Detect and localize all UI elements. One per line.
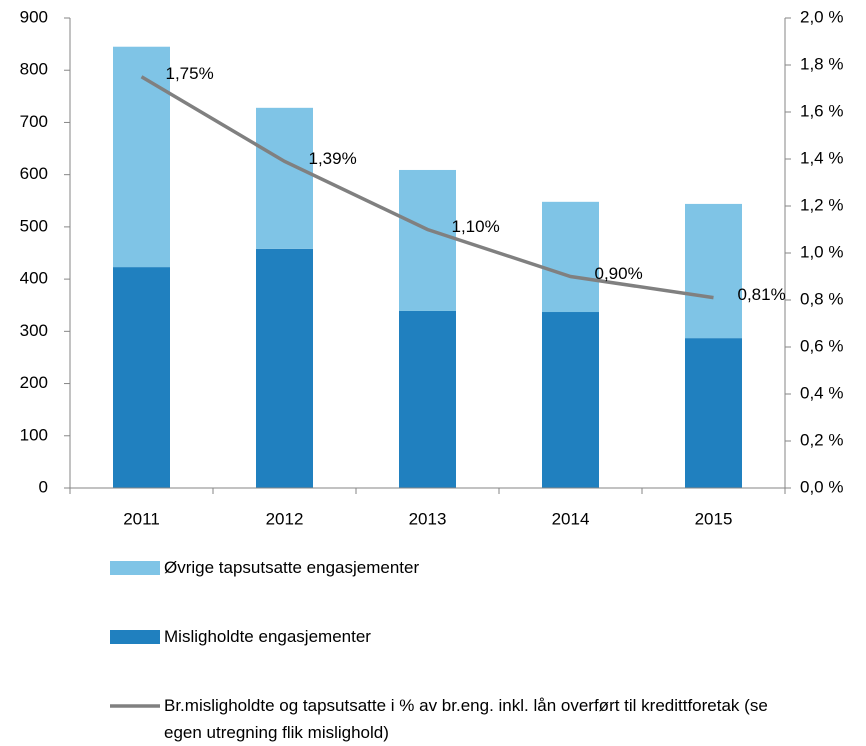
bar [113, 267, 170, 488]
y2-tick-label: 0,4 % [800, 383, 843, 402]
legend-swatch [110, 561, 160, 575]
y-tick-label: 800 [20, 60, 48, 79]
x-tick-label: 2014 [552, 509, 590, 528]
legend-label: Misligholdte engasjementer [164, 627, 371, 646]
legend-label: Br.misligholdte og tapsutsatte i % av br… [164, 696, 768, 742]
bar [113, 46, 170, 268]
legend-item: Br.misligholdte og tapsutsatte i % av br… [164, 696, 768, 742]
data-label: 1,75% [166, 64, 214, 83]
y2-tick-label: 1,4 % [800, 148, 843, 167]
x-tick-label: 2012 [266, 509, 304, 528]
y-tick-label: 100 [20, 425, 48, 444]
x-tick-label: 2013 [409, 509, 447, 528]
y2-tick-label: 1,8 % [800, 54, 843, 73]
data-label: 1,39% [309, 149, 357, 168]
y2-tick-label: 1,2 % [800, 195, 843, 214]
bar [399, 169, 456, 311]
y-tick-label: 200 [20, 373, 48, 392]
legend-label: Øvrige tapsutsatte engasjementer [164, 558, 420, 577]
bar [685, 338, 742, 488]
y2-tick-label: 0,8 % [800, 289, 843, 308]
bar [685, 203, 742, 339]
bar [542, 312, 599, 488]
bar [542, 201, 599, 313]
bar [399, 310, 456, 488]
y2-tick-label: 1,0 % [800, 242, 843, 261]
data-label: 0,81% [738, 285, 786, 304]
x-tick-label: 2015 [695, 509, 733, 528]
y-tick-label: 300 [20, 321, 48, 340]
y2-tick-label: 1,6 % [800, 101, 843, 120]
legend-swatch [110, 630, 160, 644]
line [140, 75, 714, 300]
y-tick-label: 500 [20, 216, 48, 235]
bar [256, 248, 313, 488]
y-tick-label: 900 [20, 7, 48, 26]
x-tick-label: 2011 [123, 509, 160, 528]
data-label: 1,10% [452, 217, 500, 236]
y2-tick-label: 0,6 % [800, 336, 843, 355]
y-tick-label: 600 [20, 164, 48, 183]
y2-tick-label: 0,2 % [800, 430, 843, 449]
y-tick-label: 0 [39, 477, 48, 496]
y2-tick-label: 0,0 % [800, 477, 843, 496]
y-tick-label: 700 [20, 112, 48, 131]
y-tick-label: 400 [20, 269, 48, 288]
data-label: 0,90% [595, 264, 643, 283]
bar [256, 107, 313, 249]
y2-tick-label: 2,0 % [800, 7, 843, 26]
legend-item: Øvrige tapsutsatte engasjementer [164, 558, 420, 577]
legend-item: Misligholdte engasjementer [164, 627, 371, 646]
